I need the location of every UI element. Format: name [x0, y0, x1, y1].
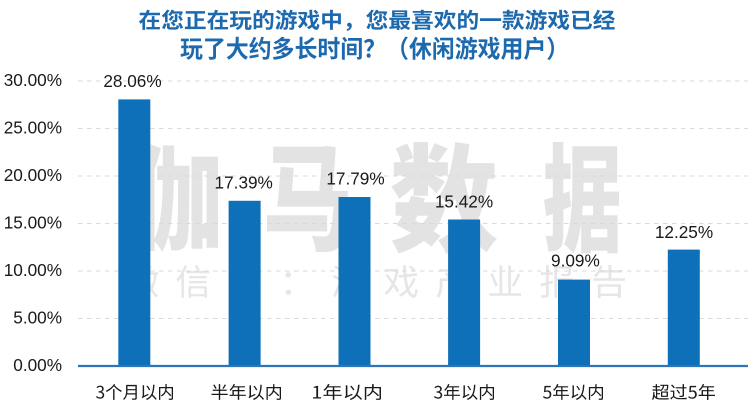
svg-text:15.00%: 15.00%	[4, 212, 62, 232]
svg-text:17.79%: 17.79%	[326, 169, 384, 189]
svg-text:5.00%: 5.00%	[13, 307, 62, 327]
svg-text:30.00%: 30.00%	[4, 70, 62, 90]
svg-text:20.00%: 20.00%	[4, 165, 62, 185]
svg-text:0.00%: 0.00%	[13, 355, 62, 375]
svg-text:17.39%: 17.39%	[215, 173, 273, 193]
svg-text:25.00%: 25.00%	[4, 117, 62, 137]
svg-text:10.00%: 10.00%	[4, 260, 62, 280]
svg-text:28.06%: 28.06%	[103, 71, 161, 91]
svg-text:9.09%: 9.09%	[551, 250, 600, 270]
svg-text:15.42%: 15.42%	[435, 192, 493, 212]
svg-text:12.25%: 12.25%	[655, 222, 713, 242]
